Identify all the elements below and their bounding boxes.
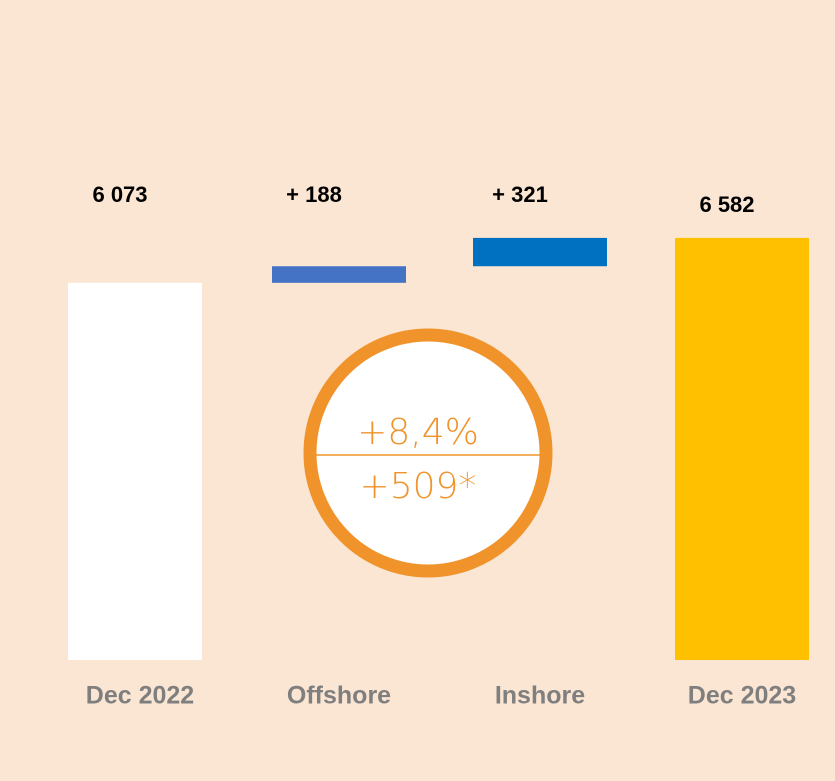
percent-annotation: +8,4%	[357, 412, 479, 453]
total-annotation: +509*	[360, 466, 477, 507]
x-tick-label: Inshore	[495, 682, 585, 710]
x-tick-label: Dec 2023	[688, 682, 796, 710]
highlight-circle	[303, 328, 553, 578]
bar	[473, 237, 607, 267]
value-label: 6 073	[92, 182, 147, 207]
value-label: 6 582	[699, 192, 754, 217]
x-tick-label: Dec 2022	[86, 682, 194, 710]
value-label: + 188	[286, 182, 342, 207]
bar	[68, 282, 202, 660]
bar	[272, 266, 406, 283]
value-label: + 321	[492, 182, 548, 207]
x-tick-label: Offshore	[287, 682, 391, 710]
bar	[675, 237, 809, 660]
